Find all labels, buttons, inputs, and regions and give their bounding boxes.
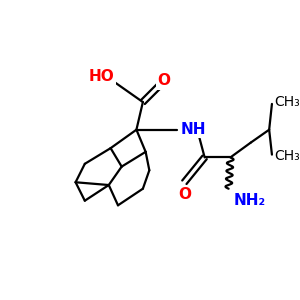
Text: NH₂: NH₂ bbox=[233, 193, 265, 208]
Text: CH₃: CH₃ bbox=[275, 149, 300, 164]
Text: CH₃: CH₃ bbox=[275, 95, 300, 109]
Text: NH: NH bbox=[181, 122, 206, 137]
Text: HO: HO bbox=[88, 69, 114, 84]
Text: O: O bbox=[158, 74, 171, 88]
Text: O: O bbox=[178, 187, 191, 202]
